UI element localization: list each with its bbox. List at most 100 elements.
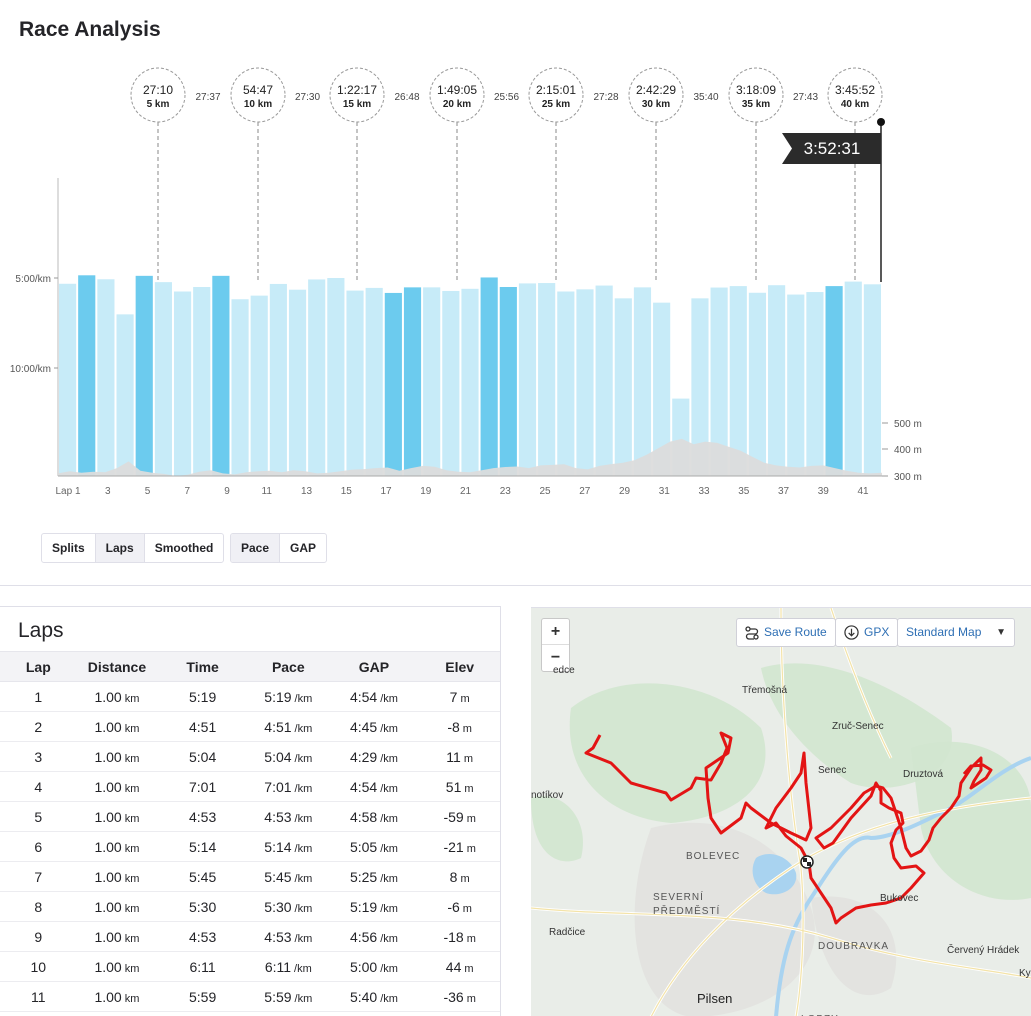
lap-bar[interactable] bbox=[633, 287, 652, 476]
lap-number-value: 8 bbox=[34, 898, 43, 915]
lap-row[interactable]: 1 1.00 km 5:19 5:19/km 4:54/km 7 m bbox=[0, 681, 500, 712]
smoothed-button[interactable]: Smoothed bbox=[154, 541, 214, 555]
col-gap[interactable]: GAP bbox=[328, 651, 420, 682]
split-gap-label: 25:56 bbox=[494, 92, 519, 103]
lap-bar[interactable] bbox=[844, 281, 862, 476]
map-place-label: BOLEVEC bbox=[686, 851, 741, 862]
lap-bar[interactable] bbox=[461, 288, 479, 476]
split-marker[interactable] bbox=[329, 67, 385, 123]
lap-bar[interactable] bbox=[59, 283, 77, 476]
lap-bar[interactable] bbox=[442, 290, 460, 476]
lap-bar[interactable] bbox=[116, 314, 134, 476]
lap-bar[interactable] bbox=[269, 283, 287, 476]
lap-row[interactable]: 5 1.00 km 4:53 4:53/km 4:58/km -59 m bbox=[0, 801, 500, 832]
lap-row[interactable]: 3 1.00 km 5:04 5:04/km 4:29/km 11 m bbox=[0, 741, 500, 772]
lap-bar[interactable] bbox=[691, 298, 709, 476]
map-place-label: Červený Hrádek bbox=[947, 945, 1020, 956]
split-marker[interactable] bbox=[728, 67, 784, 123]
lap-bar[interactable] bbox=[595, 285, 613, 476]
lap-bar[interactable] bbox=[403, 287, 422, 476]
lap-bar[interactable] bbox=[250, 295, 268, 476]
lap-bar[interactable] bbox=[710, 287, 728, 476]
lap-bar[interactable] bbox=[806, 292, 824, 476]
map-place-label: Druztová bbox=[903, 769, 944, 780]
lap-bar[interactable] bbox=[365, 287, 383, 476]
col-time[interactable]: Time bbox=[157, 651, 248, 682]
split-marker[interactable] bbox=[429, 67, 485, 123]
lap-bar[interactable] bbox=[557, 291, 575, 477]
lap-bar[interactable] bbox=[863, 284, 881, 476]
lap-bar[interactable] bbox=[748, 292, 767, 476]
lap-bar[interactable] bbox=[384, 292, 402, 476]
map-style-select[interactable]: Standard Map ▼ bbox=[897, 618, 1015, 647]
lap-bar[interactable] bbox=[135, 275, 153, 476]
x-tick-label: 11 bbox=[262, 486, 273, 497]
laps-button[interactable]: Laps bbox=[95, 534, 145, 562]
lap-row[interactable]: 4 1.00 km 7:01 7:01/km 4:54/km 51 m bbox=[0, 771, 500, 802]
lap-bar[interactable] bbox=[173, 291, 192, 477]
lap-bar[interactable] bbox=[78, 275, 96, 476]
road-center bbox=[780, 608, 804, 1016]
gpx-button[interactable]: GPX bbox=[835, 618, 899, 647]
route-map[interactable]: + − Save Route GPX Standard Map ▼ edce Tř… bbox=[531, 607, 1031, 1016]
x-tick-label: 35 bbox=[738, 486, 750, 497]
lap-bar[interactable] bbox=[231, 299, 249, 476]
lap-bar[interactable] bbox=[768, 285, 786, 476]
lap-row[interactable]: 2 1.00 km 4:51 4:51/km 4:45/km -8 m bbox=[0, 711, 500, 742]
lap-bar[interactable] bbox=[480, 277, 498, 476]
lap-elev-unit: m bbox=[462, 722, 472, 735]
map-canvas[interactable] bbox=[531, 608, 1031, 1016]
lap-bar[interactable] bbox=[499, 287, 517, 476]
lap-elev-value: -8 bbox=[447, 718, 460, 735]
lap-bar[interactable] bbox=[423, 287, 441, 476]
save-route-button[interactable]: Save Route bbox=[736, 618, 836, 647]
lap-bar[interactable] bbox=[538, 283, 556, 476]
lap-row[interactable]: 8 1.00 km 5:30 5:30/km 5:19/km -6 m bbox=[0, 891, 500, 922]
split-marker[interactable] bbox=[628, 67, 684, 123]
splits-button[interactable]: Splits bbox=[42, 534, 96, 562]
split-marker[interactable] bbox=[130, 67, 186, 123]
lap-bar[interactable] bbox=[212, 275, 230, 476]
pace-button[interactable]: Pace bbox=[231, 534, 281, 562]
lap-bar[interactable] bbox=[653, 302, 671, 476]
lap-bar[interactable] bbox=[614, 298, 632, 476]
lap-bar[interactable] bbox=[576, 289, 594, 476]
lap-row[interactable]: 6 1.00 km 5:14 5:14/km 5:05/km -21 m bbox=[0, 831, 500, 862]
zoom-out-button[interactable]: − bbox=[550, 649, 561, 666]
lap-row[interactable]: 10 1.00 km 6:11 6:11/km 5:00/km 44 m bbox=[0, 951, 500, 982]
col-elev[interactable]: Elev bbox=[419, 651, 500, 682]
x-tick-label: 37 bbox=[778, 486, 790, 497]
lap-bar[interactable] bbox=[308, 279, 326, 476]
x-tick-label: 21 bbox=[460, 486, 472, 497]
lap-number: 7 bbox=[0, 861, 77, 892]
split-marker-time: 54:47 bbox=[243, 83, 273, 97]
col-lap[interactable]: Lap bbox=[0, 651, 77, 682]
lap-row[interactable]: 11 1.00 km 5:59 5:59/km 5:40/km -36 m bbox=[0, 981, 500, 1012]
lap-bar[interactable] bbox=[787, 294, 805, 476]
lap-bar[interactable] bbox=[288, 289, 307, 476]
gap-button[interactable]: GAP bbox=[290, 541, 317, 555]
lap-row[interactable]: 9 1.00 km 4:53 4:53/km 4:56/km -18 m bbox=[0, 921, 500, 952]
lap-bar[interactable] bbox=[346, 290, 364, 476]
col-pace[interactable]: Pace bbox=[247, 651, 329, 682]
lap-row[interactable]: 7 1.00 km 5:45 5:45/km 5:25/km 8 m bbox=[0, 861, 500, 892]
split-marker[interactable] bbox=[827, 67, 883, 123]
split-marker[interactable] bbox=[528, 67, 584, 123]
lap-time: 4:51 bbox=[157, 711, 248, 742]
col-distance[interactable]: Distance bbox=[76, 651, 158, 682]
lap-bar[interactable] bbox=[518, 283, 537, 476]
lap-number: 10 bbox=[0, 951, 77, 982]
lap-bar[interactable] bbox=[97, 279, 115, 476]
lap-bar[interactable] bbox=[154, 282, 172, 476]
lap-bar[interactable] bbox=[193, 287, 211, 476]
lap-bar[interactable] bbox=[825, 286, 843, 476]
split-marker[interactable] bbox=[230, 67, 286, 123]
lap-bar[interactable] bbox=[327, 278, 345, 476]
zoom-in-button[interactable]: + bbox=[542, 619, 569, 645]
laps-panel: Laps Lap Distance Time Pace GAP Elev 1 1.… bbox=[0, 606, 501, 1016]
lap-bar[interactable] bbox=[729, 286, 747, 476]
finish-flag bbox=[782, 133, 881, 164]
lap-number: 1 bbox=[0, 681, 77, 712]
lap-pace-unit: /km bbox=[294, 872, 313, 885]
